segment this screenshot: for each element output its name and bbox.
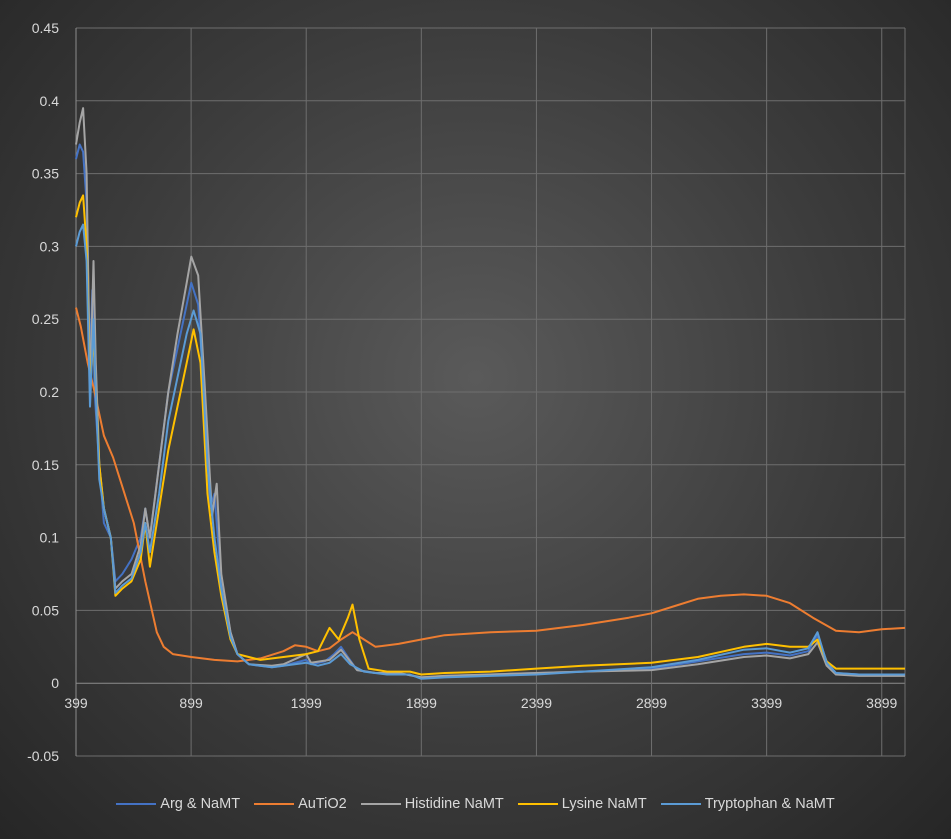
- x-tick-label: 1899: [406, 695, 437, 711]
- y-tick-label: 0.4: [40, 93, 60, 109]
- legend: Arg & NaMT AuTiO2 Histidine NaMT Lysine NaM…: [0, 792, 951, 816]
- legend-item: Arg & NaMT: [116, 796, 240, 812]
- series-lines: [75, 107, 906, 680]
- y-tick-label: 0.25: [32, 311, 59, 327]
- legend-label: Arg & NaMT: [160, 796, 241, 812]
- y-tick-label: 0.15: [32, 457, 59, 473]
- legend-swatch: [660, 803, 701, 805]
- series-line-3: [75, 194, 905, 676]
- series-line-2: [75, 107, 905, 679]
- series-line-1: [75, 307, 906, 663]
- series-line-4: [75, 223, 905, 680]
- x-tick-label: 399: [64, 695, 88, 711]
- y-tick-label: -0.05: [27, 748, 59, 764]
- gridlines: [75, 27, 906, 757]
- legend-item: Tryptophan & NaMT: [660, 796, 835, 812]
- legend-item: Lysine NaMT: [517, 796, 647, 812]
- y-tick-label: 0.1: [40, 530, 60, 546]
- x-tick-label: 899: [179, 695, 203, 711]
- legend-label: Tryptophan & NaMT: [704, 796, 835, 812]
- series-line-0: [75, 143, 905, 679]
- y-tick-label: 0.05: [32, 602, 59, 618]
- legend-label: Lysine NaMT: [561, 796, 647, 812]
- x-tick-label: 1399: [291, 695, 322, 711]
- x-tick-label: 3899: [866, 695, 897, 711]
- x-tick-labels: 399 899 1399 1899 2399 2899 3399 3899: [64, 695, 897, 711]
- y-tick-labels: -0.05 0 0.05 0.1 0.15 0.2 0.25 0.3 0.35 0.4 0.45: [27, 20, 59, 764]
- x-tick-label: 2899: [636, 695, 667, 711]
- legend-item: Histidine NaMT: [360, 796, 504, 812]
- legend-swatch: [360, 803, 401, 805]
- legend-label: AuTiO2: [298, 796, 347, 812]
- x-tick-label: 2399: [521, 695, 552, 711]
- y-tick-label: 0.2: [40, 384, 60, 400]
- y-tick-label: 0.45: [32, 20, 59, 36]
- x-tick-label: 3399: [751, 695, 782, 711]
- legend-label: Histidine NaMT: [404, 796, 504, 812]
- legend-swatch: [517, 803, 558, 805]
- legend-item: AuTiO2: [254, 796, 347, 812]
- y-tick-label: 0: [51, 675, 59, 691]
- y-tick-label: 0.35: [32, 166, 59, 182]
- y-tick-label: 0.3: [40, 238, 60, 254]
- legend-swatch: [254, 803, 295, 805]
- legend-swatch: [116, 803, 157, 805]
